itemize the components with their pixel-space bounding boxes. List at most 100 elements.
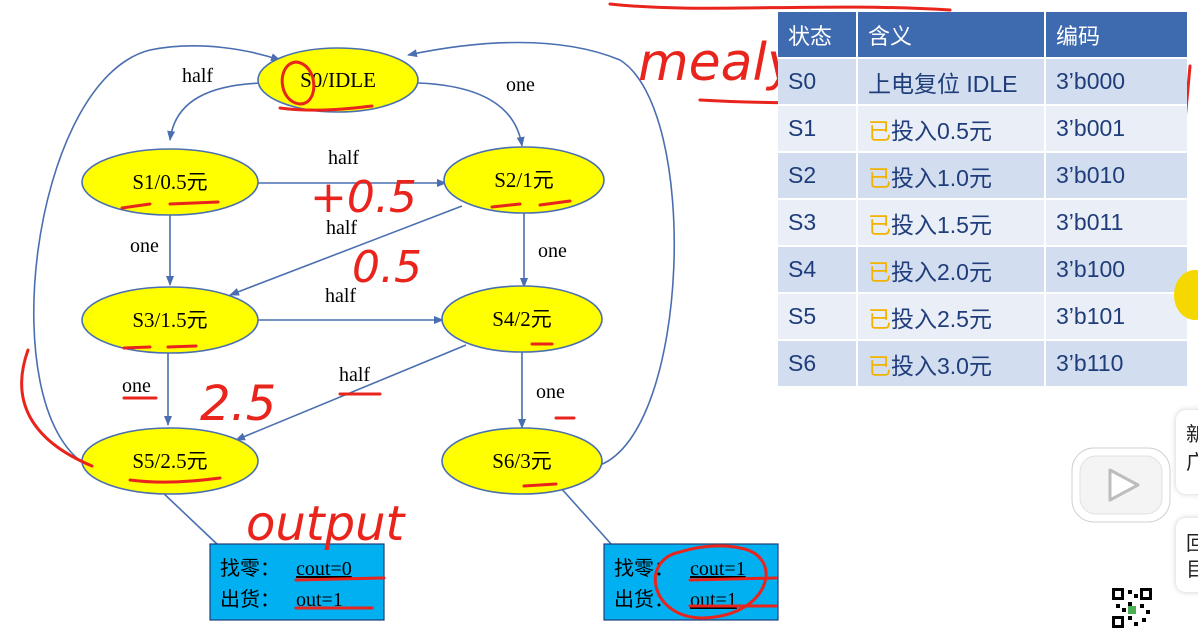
state-node-s3 <box>81 286 259 354</box>
side-panel-card-text: 回 目 <box>1186 531 1198 581</box>
output-box-s6-line1-value: cout=1 <box>690 558 746 580</box>
ink-two-five: 2.5 <box>200 376 276 432</box>
table-cell-meaning: 已投入2.5元 <box>856 292 1046 340</box>
state-label-s1: S1/0.5元 <box>132 170 207 194</box>
play-icon[interactable] <box>1068 432 1174 526</box>
table-cell-code: 3’b011 <box>1045 198 1187 246</box>
ink-s2-mark <box>490 199 572 209</box>
table-cell-meaning: 已投入0.5元 <box>856 104 1046 152</box>
ink-left-curve <box>20 348 94 468</box>
table-cell-meaning-text: 投入2.5元 <box>891 305 992 332</box>
table-cell-code: 3’b100 <box>1045 245 1187 293</box>
table-cell-mark: 已 <box>868 117 891 144</box>
table-cell-mark: 已 <box>868 305 891 332</box>
edge-s0-s2 <box>417 82 525 147</box>
table-header-state: 状态 <box>778 12 857 58</box>
ink-s5-box-underline <box>294 576 386 610</box>
edge-label-s0-s1: half <box>182 65 213 87</box>
edge-label-s4-s6: one <box>536 381 565 403</box>
table-cell-code: 3’b101 <box>1045 292 1187 340</box>
table-cell-mark: 已 <box>868 258 891 285</box>
edge-s5-s0 <box>32 45 281 469</box>
table-row: S3 已投入1.5元 3’b011 <box>778 198 1187 246</box>
edge-s6-s0 <box>407 41 675 466</box>
table-cell-mark: 已 <box>868 164 891 191</box>
state-nodes: S0/IDLE S1/0.5元 S2/1元 S3/1.5元 S4/2元 S5/2… <box>81 47 605 495</box>
table-cell-meaning: 已投入3.0元 <box>856 339 1046 386</box>
state-encoding-table: 状态 含义 编码 S0 上电复位 IDLE 3’b000 S1 已投入0.5元 … <box>778 12 1187 386</box>
table-cell-meaning-text: 投入1.0元 <box>891 164 992 191</box>
state-label-s2: S2/1元 <box>494 168 554 192</box>
side-panel-card[interactable]: 回 目 <box>1176 518 1198 592</box>
ink-plus-half: +0.5 <box>310 172 417 223</box>
output-box-s5-line2-value: out=1 <box>296 589 343 611</box>
ink-s6-box-underline <box>688 576 778 608</box>
table-header-meaning: 含义 <box>856 12 1046 58</box>
state-node-s6 <box>441 427 603 495</box>
table-cell-meaning-text: 投入2.0元 <box>891 258 992 285</box>
table-cell-meaning-text: 投入0.5元 <box>891 117 992 144</box>
edge-label-s1-s2: half <box>328 147 359 169</box>
edge-label-s1-s3: one <box>130 235 159 257</box>
ink-output: output <box>246 496 407 552</box>
table-header-code: 编码 <box>1045 12 1187 58</box>
table-cell-state: S0 <box>778 57 857 105</box>
table-cell-code: 3’b110 <box>1045 339 1187 386</box>
table-cell-state: S6 <box>778 339 857 386</box>
table-cell-mark: 已 <box>868 211 891 238</box>
edge-label-s2-s4: one <box>538 240 567 262</box>
ink-s0-circle <box>280 60 316 106</box>
ink-top-scribble <box>608 2 952 12</box>
table-header-row: 状态 含义 编码 <box>778 12 1187 58</box>
table-cell-meaning-text: 投入3.0元 <box>891 352 992 379</box>
table-row: S2 已投入1.0元 3’b010 <box>778 151 1187 199</box>
output-box-s5-line2-prefix: 出货： <box>220 588 280 611</box>
ink-s6-box-circle <box>653 544 768 620</box>
table-row: S5 已投入2.5元 3’b101 <box>778 292 1187 340</box>
output-box-s6-line2-prefix: 出货： <box>614 588 674 611</box>
table-cell-meaning: 已投入1.5元 <box>856 198 1046 246</box>
table-cell-meaning: 已投入1.0元 <box>856 151 1046 199</box>
table-cell-state: S4 <box>778 245 857 293</box>
table-row: S0 上电复位 IDLE 3’b000 <box>778 57 1187 105</box>
edge-labels: half one half half one one half one half… <box>122 65 567 403</box>
ink-minus-half: 0.5 <box>352 242 422 293</box>
output-box-s5-line1-prefix: 找零： <box>220 557 280 580</box>
table-cell-meaning: 已投入2.0元 <box>856 245 1046 293</box>
connector-s6-box <box>559 486 613 546</box>
table-row: S4 已投入2.0元 3’b100 <box>778 245 1187 293</box>
table-cell-meaning-text: 投入1.5元 <box>891 211 992 238</box>
state-node-s4 <box>441 285 603 353</box>
edge-s0-s1 <box>167 82 263 141</box>
state-label-s5: S5/2.5元 <box>132 449 207 473</box>
state-node-s2 <box>443 146 605 214</box>
edge-label-s2-s3: half <box>326 217 357 239</box>
ink-s3-mark <box>122 344 198 350</box>
edge-label-s4-s5: half <box>339 364 370 386</box>
table-cell-code: 3’b001 <box>1045 104 1187 152</box>
ink-s6-mark <box>522 482 558 488</box>
state-label-s6: S6/3元 <box>492 449 552 473</box>
qr-code-icon <box>1110 586 1154 630</box>
output-box-s6-line1-prefix: 找零： <box>614 557 674 580</box>
table-cell-meaning: 上电复位 IDLE <box>856 57 1046 105</box>
connector-s5-box <box>159 489 219 546</box>
edge-label-s0-s2: one <box>506 74 535 96</box>
edge-label-s3-s5: one <box>122 375 151 397</box>
output-box-s6: 找零： cout=1 出货： out=1 <box>603 543 779 621</box>
edge-s2-s3 <box>229 205 463 296</box>
side-panel-card[interactable]: 新 广 <box>1176 410 1198 494</box>
state-node-s0 <box>257 47 419 113</box>
table-cell-mark: 已 <box>868 352 891 379</box>
ink-s1-mark <box>120 200 220 210</box>
table-cell-state: S5 <box>778 292 857 340</box>
output-box-s6-line2-value: out=1 <box>690 589 737 611</box>
table-cell-state: S2 <box>778 151 857 199</box>
ink-s5-mark <box>128 476 222 484</box>
state-label-s4: S4/2元 <box>492 307 552 331</box>
state-node-s1 <box>81 148 259 216</box>
output-box-s5-line1-value: cout=0 <box>296 558 352 580</box>
table-row: S6 已投入3.0元 3’b110 <box>778 339 1187 386</box>
table-cell-state: S3 <box>778 198 857 246</box>
table-cell-code: 3’b010 <box>1045 151 1187 199</box>
